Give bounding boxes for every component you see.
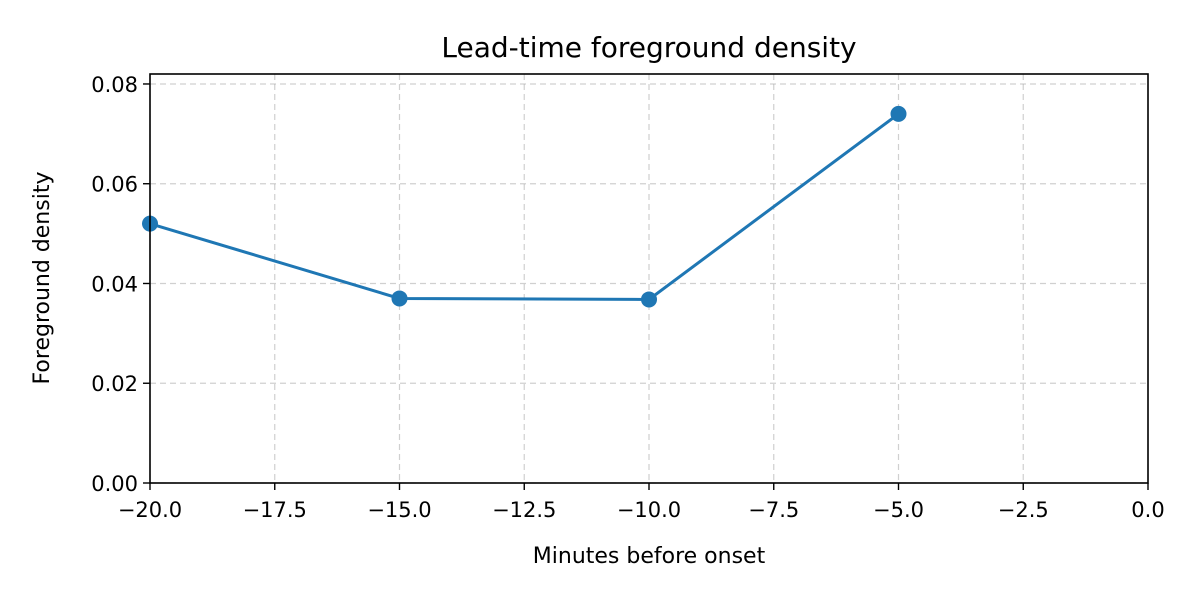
x-tick-label: −5.0 (873, 498, 924, 522)
axis-ticks: −20.0 −17.5 −15.0 −12.5 −10.0 −7.5 −5.0 −2.5 0.0… (91, 73, 1164, 522)
data-point (890, 105, 907, 122)
x-tick-label: −15.0 (367, 498, 431, 522)
y-tick-label: 0.08 (91, 73, 138, 97)
x-tick-label: −17.5 (243, 498, 307, 522)
y-tick-label: 0.04 (91, 272, 138, 296)
y-tick-label: 0.02 (91, 372, 138, 396)
grid (149, 74, 1149, 484)
y-axis-label: Foreground density (30, 172, 55, 385)
x-tick-label: −7.5 (748, 498, 799, 522)
x-tick-label: −10.0 (617, 498, 681, 522)
x-axis-label: Minutes before onset (533, 544, 766, 569)
x-tick-label: −2.5 (998, 498, 1049, 522)
y-tick-label: 0.06 (91, 173, 138, 197)
data-point (641, 291, 657, 308)
x-tick-label: −20.0 (118, 498, 182, 522)
chart-title: Lead-time foreground density (441, 31, 856, 64)
x-tick-label: 0.0 (1131, 498, 1164, 522)
plot-frame (149, 73, 1149, 484)
y-tick-label: 0.00 (91, 472, 138, 496)
series-line (149, 112, 900, 301)
data-point (391, 290, 408, 307)
x-tick-label: −12.5 (492, 498, 556, 522)
